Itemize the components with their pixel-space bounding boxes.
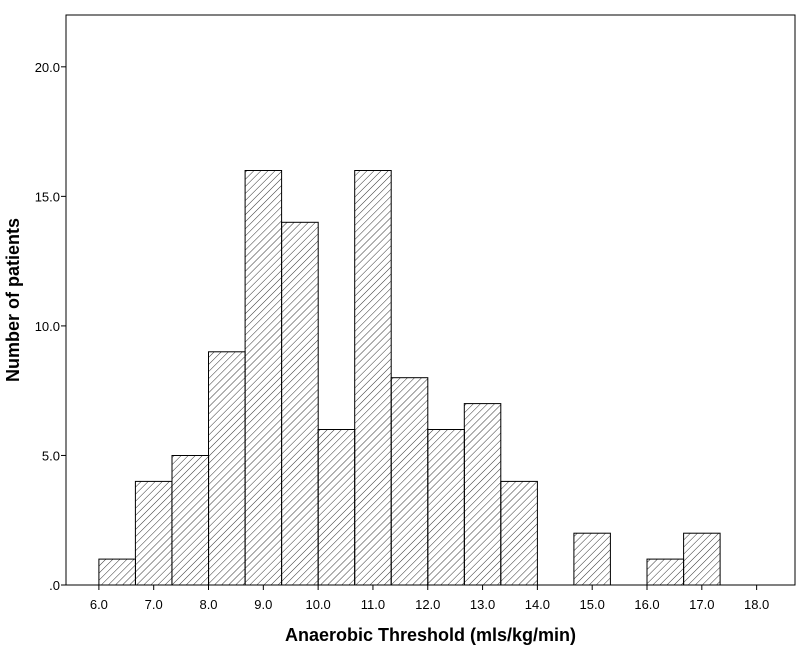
x-tick-label: 15.0 [580,597,605,612]
histogram-bar [683,532,721,586]
y-tick-label: 20.0 [35,60,60,75]
x-tick-label: 10.0 [305,597,330,612]
histogram-bar [98,558,136,586]
y-tick-label: .0 [49,578,60,593]
x-tick-label: 9.0 [254,597,272,612]
x-tick-label: 18.0 [744,597,769,612]
x-tick-label: 8.0 [199,597,217,612]
x-tick-label: 16.0 [634,597,659,612]
x-tick-label: 7.0 [145,597,163,612]
histogram-bar [354,170,392,586]
y-tick-label: 5.0 [42,448,60,463]
bars-group [98,170,721,586]
x-tick-label: 14.0 [525,597,550,612]
y-tick-label: 15.0 [35,189,60,204]
histogram-bar [646,558,685,586]
x-tick-label: 13.0 [470,597,495,612]
histogram-bar [171,455,210,586]
histogram-bar [208,351,246,586]
x-axis-title: Anaerobic Threshold (mls/kg/min) [285,625,576,645]
x-tick-label: 17.0 [689,597,714,612]
y-axis-title: Number of patients [3,218,23,382]
histogram-bar [463,403,502,586]
y-axis: .0 5.0 10.0 15.0 20.0 [35,60,66,593]
histogram-bar [573,532,611,586]
histogram-bar [427,429,465,586]
y-tick-label: 10.0 [35,319,60,334]
histogram-bar [390,377,429,586]
histogram-bar [244,170,283,586]
x-axis: 6.0 7.0 8.0 9.0 10.0 11.0 12.0 13.0 14.0 15.0 16.0… [90,585,769,612]
x-tick-label: 12.0 [415,597,440,612]
x-tick-label: 11.0 [361,597,385,612]
x-tick-label: 6.0 [90,597,108,612]
histogram-bar [500,480,538,586]
histogram-bar [281,221,319,586]
histogram-bar [317,429,356,586]
histogram-bar [134,480,173,586]
